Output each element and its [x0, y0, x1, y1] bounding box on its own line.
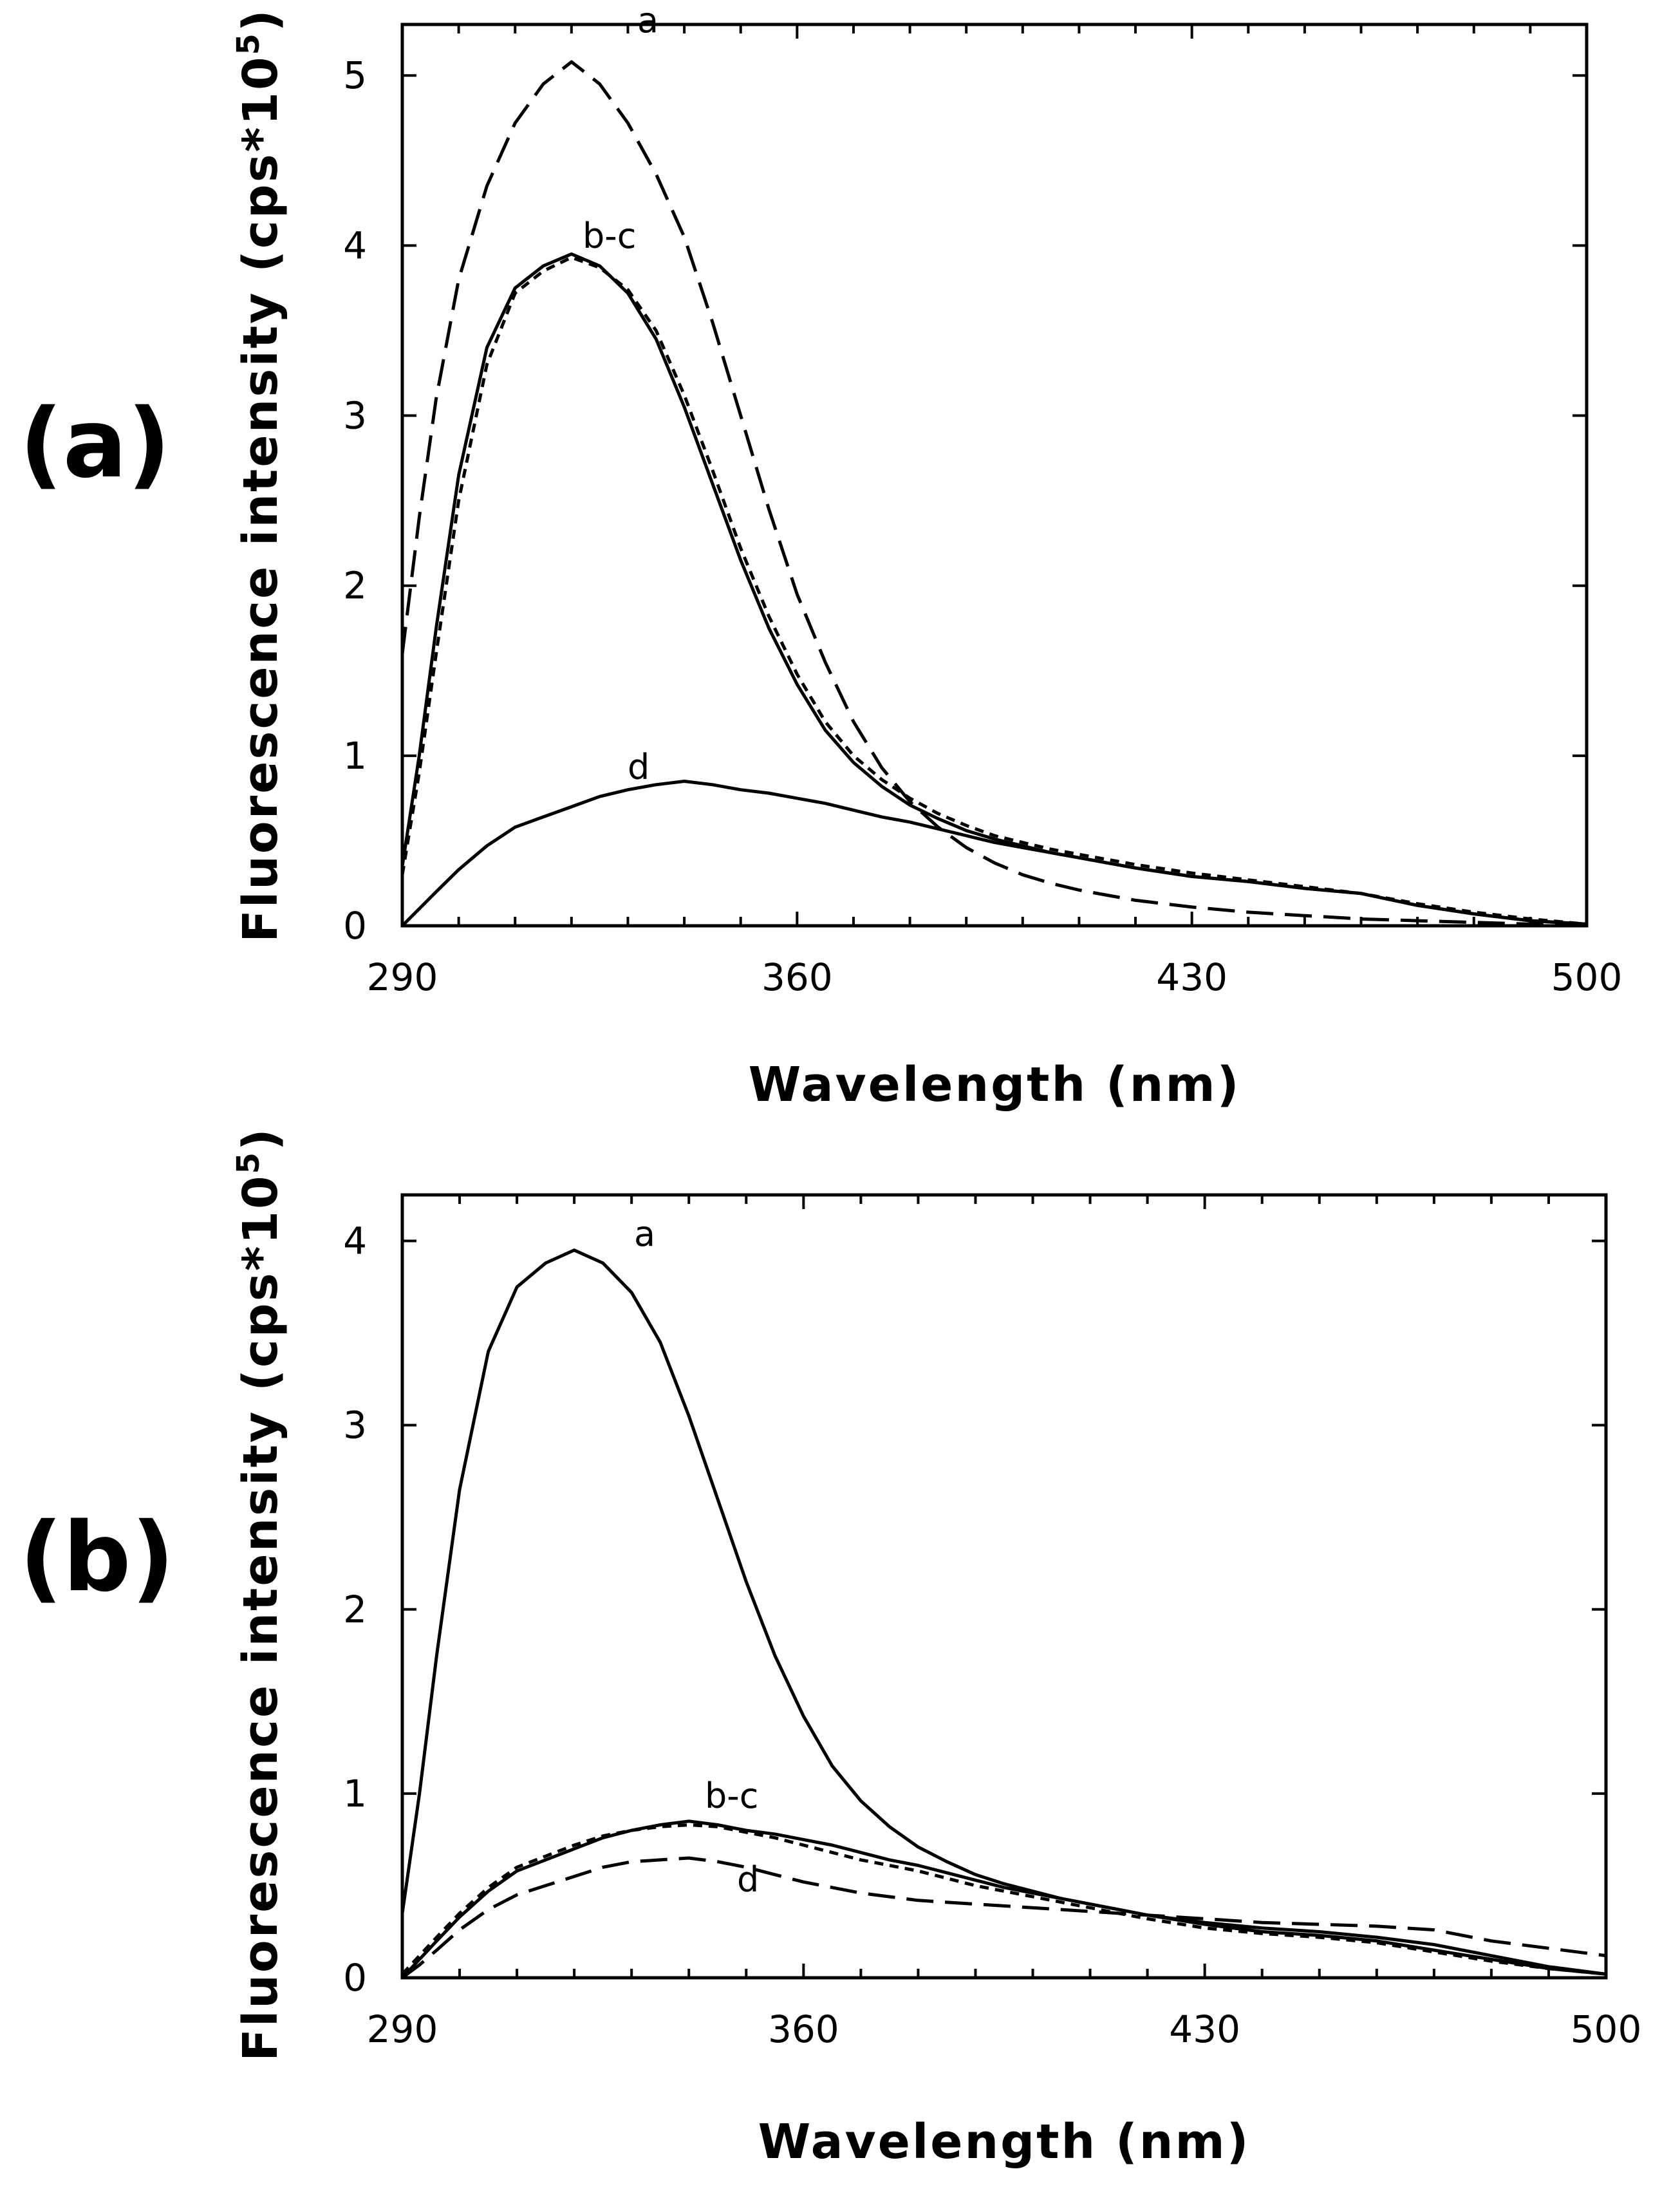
curve-label-b-d: d	[737, 1859, 759, 1900]
series-line-a	[400, 60, 1587, 927]
series-layer-a	[400, 60, 1587, 927]
y-tick-label: 3	[343, 1403, 367, 1447]
x-tick-label: 290	[367, 955, 438, 999]
x-tick-label: 430	[1169, 2007, 1240, 2051]
plot-frame-b	[400, 1193, 1608, 1980]
y-tick-label: 0	[343, 1956, 367, 2000]
y-tick-label: 5	[343, 53, 367, 97]
series-line-c	[401, 1823, 1607, 1976]
series-line-d	[401, 780, 1587, 927]
panel-label-a: (a)	[19, 388, 171, 499]
series-line-d	[401, 1856, 1607, 1980]
y-tick-label: 0	[343, 904, 367, 948]
curve-label-b-a: a	[634, 1214, 655, 1254]
x-tick-label: 360	[761, 955, 833, 999]
curve-label-a-d: d	[628, 747, 649, 787]
x-axis-title-b: Wavelength (nm)	[758, 2114, 1251, 2170]
curve-label-b-bc: b-c	[705, 1776, 758, 1816]
plot-frame-a	[400, 23, 1589, 928]
panel-label-b: (b)	[19, 1502, 174, 1613]
y-tick-label: 1	[343, 1772, 367, 1816]
x-tick-label: 500	[1551, 955, 1623, 999]
y-axis-title-close-b: )	[233, 1127, 288, 1150]
axis-ticks-a	[401, 24, 1588, 927]
axis-ticks-b	[401, 1195, 1607, 1979]
x-tick-label: 290	[367, 2007, 438, 2051]
y-axis-title-main-a: Fluorescence intensity (cps*10	[233, 55, 288, 943]
curve-label-a-bc: b-c	[583, 216, 636, 256]
series-layer-b	[400, 1248, 1607, 1980]
chart-panel-b: (b) 290 360 430 500 0 1 2 3 4 Wavelength (nm) F…	[19, 1127, 1641, 2170]
x-axis-title-a: Wavelength (nm)	[749, 1057, 1241, 1112]
x-tick-label: 430	[1156, 955, 1227, 999]
y-axis-title-b: Fluorescence intensity (cps*105)	[230, 1127, 288, 2061]
series-line-b	[401, 1819, 1607, 1979]
curve-label-a-a: a	[637, 0, 658, 41]
x-tick-label: 500	[1571, 2007, 1642, 2051]
y-axis-title-sup-a: 5	[230, 32, 266, 55]
y-axis-title-close-a: )	[233, 8, 288, 32]
series-line-a	[400, 1248, 1607, 1976]
series-line-b	[400, 252, 1587, 926]
y-tick-labels-a: 0 1 2 3 4 5	[343, 53, 367, 948]
y-tick-label: 1	[343, 734, 367, 778]
x-tick-labels-b: 290 360 430 500	[367, 2007, 1642, 2051]
y-tick-labels-b: 0 1 2 3 4	[343, 1219, 367, 2000]
series-line-c	[400, 256, 1587, 926]
y-tick-label: 3	[343, 394, 367, 438]
y-tick-label: 4	[343, 223, 367, 267]
y-tick-label: 4	[343, 1219, 367, 1263]
y-tick-label: 2	[343, 1588, 367, 1631]
x-tick-labels-a: 290 360 430 500	[367, 955, 1623, 999]
y-axis-title-main-b: Fluorescence intensity (cps*10	[233, 1174, 288, 2061]
y-axis-title-a: Fluorescence intensity (cps*105)	[230, 8, 288, 942]
y-tick-label: 2	[343, 564, 367, 608]
y-axis-title-sup-b: 5	[230, 1150, 266, 1174]
x-tick-label: 360	[768, 2007, 839, 2051]
